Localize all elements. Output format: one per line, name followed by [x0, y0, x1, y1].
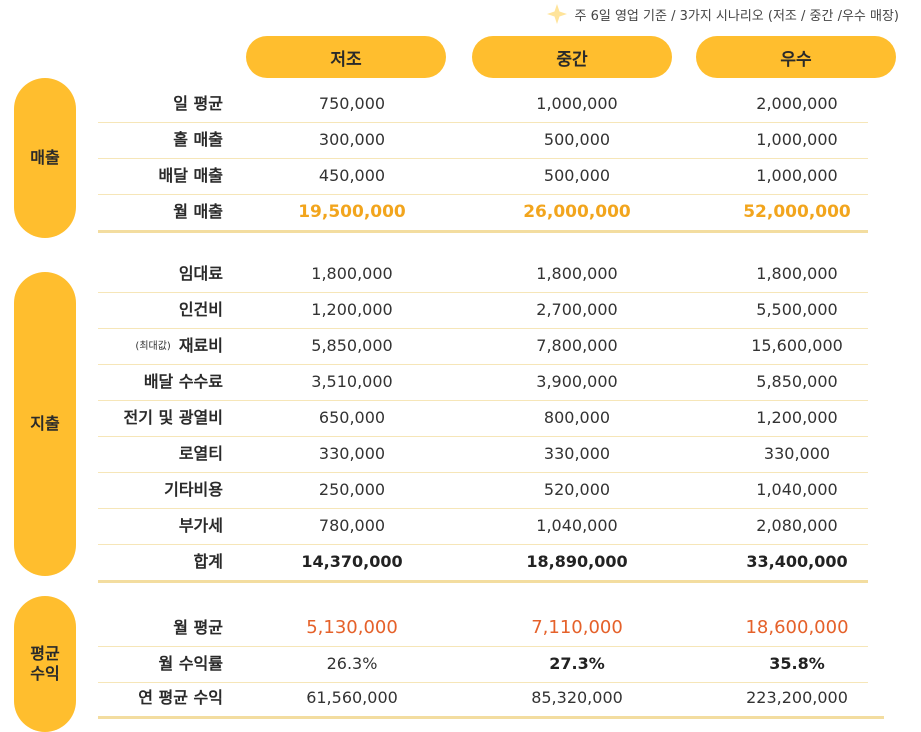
- cell-high: 223,200,000: [746, 688, 848, 707]
- cell-mid: 18,890,000: [526, 552, 628, 571]
- cell-mid: 2,700,000: [536, 300, 618, 319]
- cell-low: 14,370,000: [301, 552, 403, 571]
- cell-high: 1,800,000: [756, 264, 838, 283]
- row-label: (최대값) 재료비: [135, 328, 223, 364]
- column-header-high: 우수: [696, 36, 896, 78]
- column-header-mid: 중간: [472, 36, 672, 78]
- table-row: 임대료 1,800,000 1,800,000 1,800,000: [98, 256, 868, 293]
- cell-high: 1,040,000: [756, 480, 838, 499]
- row-label: 연 평균 수익: [138, 688, 223, 707]
- cell-low: 26.3%: [326, 654, 378, 673]
- row-label: 배달 수수료: [143, 372, 223, 391]
- cell-mid: 3,900,000: [536, 372, 618, 391]
- row-label: 월 평균: [173, 618, 223, 637]
- section-label-expense: 지출: [14, 272, 76, 576]
- table-row: 부가세 780,000 1,040,000 2,080,000: [98, 508, 868, 545]
- section-profit-text: 평균 수익: [30, 644, 59, 684]
- table-row: 배달 매출 450,000 500,000 1,000,000: [98, 158, 868, 195]
- section-profit-line1: 평균: [30, 644, 60, 663]
- table-row: 일 평균 750,000 1,000,000 2,000,000: [98, 86, 868, 123]
- section-revenue-text: 매출: [30, 148, 60, 167]
- section-expense-text: 지출: [30, 414, 60, 433]
- cell-mid: 800,000: [543, 408, 611, 427]
- table-row: 전기 및 광열비 650,000 800,000 1,200,000: [98, 400, 868, 437]
- cell-low: 1,200,000: [311, 300, 393, 319]
- row-label: 인건비: [178, 300, 223, 319]
- cell-mid: 520,000: [543, 480, 611, 499]
- cell-mid: 27.3%: [549, 654, 605, 673]
- sparkle-icon: [546, 4, 567, 24]
- row-label-text: 재료비: [178, 336, 223, 355]
- cell-high: 52,000,000: [743, 202, 851, 222]
- cell-mid: 7,110,000: [531, 617, 623, 638]
- cell-mid: 1,800,000: [536, 264, 618, 283]
- cell-high: 1,200,000: [756, 408, 838, 427]
- cell-low: 650,000: [318, 408, 386, 427]
- cell-low: 5,130,000: [306, 617, 398, 638]
- cell-high: 1,000,000: [756, 166, 838, 185]
- cell-mid: 330,000: [543, 444, 611, 463]
- cell-mid: 7,800,000: [536, 336, 618, 355]
- row-label: 일 평균: [173, 94, 223, 113]
- cell-low: 780,000: [318, 516, 386, 535]
- row-label: 월 수익률: [158, 654, 223, 673]
- cell-mid: 500,000: [543, 130, 611, 149]
- table-row: 배달 수수료 3,510,000 3,900,000 5,850,000: [98, 364, 868, 401]
- cell-high: 2,080,000: [756, 516, 838, 535]
- cell-high: 15,600,000: [751, 336, 843, 355]
- row-label: 배달 매출: [158, 166, 223, 185]
- table-row: 홀 매출 300,000 500,000 1,000,000: [98, 122, 868, 159]
- cell-mid: 85,320,000: [531, 688, 623, 707]
- table-row: 기타비용 250,000 520,000 1,040,000: [98, 472, 868, 509]
- bottom-divider: [98, 716, 884, 719]
- row-label: 합계: [193, 552, 223, 571]
- section-label-revenue: 매출: [14, 78, 76, 238]
- row-label: 월 매출: [173, 202, 223, 221]
- cell-mid: 500,000: [543, 166, 611, 185]
- row-label: 부가세: [178, 516, 223, 535]
- cell-high: 1,000,000: [756, 130, 838, 149]
- row-label: 홀 매출: [173, 130, 223, 149]
- cell-low: 5,850,000: [311, 336, 393, 355]
- cell-low: 3,510,000: [311, 372, 393, 391]
- max-value-note: (최대값): [135, 341, 171, 352]
- section-profit-line2: 수익: [30, 664, 60, 683]
- cell-mid: 26,000,000: [523, 202, 631, 222]
- cell-mid: 1,000,000: [536, 94, 618, 113]
- cell-high: 33,400,000: [746, 552, 848, 571]
- cell-high: 330,000: [763, 444, 831, 463]
- row-label: 임대료: [178, 264, 223, 283]
- cell-mid: 1,040,000: [536, 516, 618, 535]
- cell-low: 750,000: [318, 94, 386, 113]
- table-row: (최대값) 재료비 5,850,000 7,800,000 15,600,000: [98, 328, 868, 365]
- note-text: 주 6일 영업 기준 / 3가지 시나리오 (저조 / 중간 /우수 매장): [574, 8, 899, 24]
- table-row: 인건비 1,200,000 2,700,000 5,500,000: [98, 292, 868, 329]
- cell-low: 300,000: [318, 130, 386, 149]
- cell-high: 18,600,000: [745, 617, 849, 638]
- cell-high: 35.8%: [769, 654, 825, 673]
- table-row: 로열티 330,000 330,000 330,000: [98, 436, 868, 473]
- cell-high: 2,000,000: [756, 94, 838, 113]
- cell-low: 61,560,000: [306, 688, 398, 707]
- cell-low: 250,000: [318, 480, 386, 499]
- column-header-low: 저조: [246, 36, 446, 78]
- scenario-note: 주 6일 영업 기준 / 3가지 시나리오 (저조 / 중간 /우수 매장): [546, 4, 899, 24]
- cell-high: 5,500,000: [756, 300, 838, 319]
- row-label: 로열티: [178, 444, 223, 463]
- cell-low: 450,000: [318, 166, 386, 185]
- monthly-profit-row: 월 평균 5,130,000 7,110,000 18,600,000: [98, 610, 868, 647]
- cell-low: 1,800,000: [311, 264, 393, 283]
- cell-low: 330,000: [318, 444, 386, 463]
- expense-total-row: 합계 14,370,000 18,890,000 33,400,000: [98, 544, 868, 583]
- table-row: 연 평균 수익 61,560,000 85,320,000 223,200,00…: [98, 680, 868, 716]
- cell-low: 19,500,000: [298, 202, 406, 222]
- row-label: 기타비용: [164, 480, 223, 499]
- row-label: 전기 및 광열비: [123, 408, 223, 427]
- profit-rate-row: 월 수익률 26.3% 27.3% 35.8%: [98, 646, 868, 683]
- section-label-profit: 평균 수익: [14, 596, 76, 732]
- cell-high: 5,850,000: [756, 372, 838, 391]
- monthly-revenue-row: 월 매출 19,500,000 26,000,000 52,000,000: [98, 194, 868, 233]
